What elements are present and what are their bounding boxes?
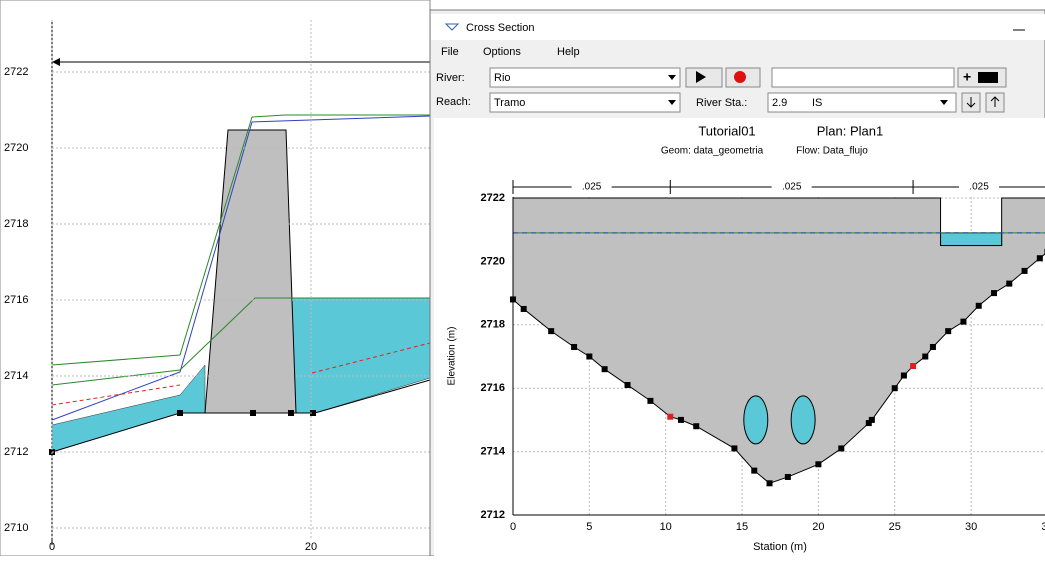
- reach-value: Tramo: [494, 97, 525, 109]
- ground-point: [865, 420, 872, 427]
- culvert: [790, 395, 816, 445]
- ground-point: [731, 445, 738, 452]
- ground-point: [900, 372, 907, 379]
- y-tick-label: 2716: [4, 294, 28, 306]
- plot-geom: Geom: data_geometria: [661, 146, 764, 157]
- y-tick-label: 2712: [481, 509, 505, 521]
- n-value: .025: [582, 182, 602, 193]
- x-tick-label: 0: [510, 521, 516, 533]
- y-tick-label: 2720: [4, 142, 28, 154]
- ground-point: [693, 423, 700, 430]
- n-label-bg: [571, 180, 612, 194]
- menu-help[interactable]: Help: [557, 46, 580, 58]
- x-tick-label: 15: [736, 521, 748, 533]
- x-tick-label: 20: [305, 541, 317, 553]
- ground-point: [1006, 280, 1013, 287]
- ground-point: [960, 318, 967, 325]
- menu-file[interactable]: File: [441, 46, 459, 58]
- menu-options[interactable]: Options: [483, 46, 521, 58]
- ground-point: [891, 385, 898, 392]
- n-label-bg: [771, 180, 812, 194]
- reach-dropdown[interactable]: [489, 92, 681, 113]
- ground-point: [922, 353, 929, 360]
- reach-label: Reach:: [436, 96, 471, 108]
- river-sta-value: 2.9: [772, 97, 787, 109]
- ground-point: [815, 461, 822, 468]
- y-tick-label: 2710: [4, 522, 28, 534]
- water: [940, 232, 1003, 247]
- x-tick-label: 25: [889, 521, 901, 533]
- ground-point: [624, 382, 631, 389]
- ground-point: [586, 353, 593, 360]
- ground-point: [945, 328, 952, 335]
- ground-point: [751, 467, 758, 474]
- x-tick-label: 5: [586, 521, 592, 533]
- ground-point: [838, 445, 845, 452]
- x-axis-label: Station (m): [753, 541, 807, 553]
- ground-point: [929, 343, 936, 350]
- ground-point: [910, 363, 917, 370]
- ground-point: [548, 328, 555, 335]
- plot-flow: Flow: Data_flujo: [796, 146, 868, 157]
- y-tick-label: 2720: [481, 255, 505, 267]
- river-sta-label: River Sta.:: [696, 97, 747, 109]
- y-tick-label: 2718: [4, 218, 28, 230]
- cross-section-plot: 2712 2714 2716 2718 2720 2722 0 5 10 15 20 25 30 35 .0…: [481, 180, 1045, 533]
- river-value: Rio: [494, 72, 511, 84]
- x-tick-label: 0: [49, 541, 55, 553]
- ground-point: [1036, 255, 1043, 262]
- x-tick-label: 35: [1041, 521, 1045, 533]
- x-tick-label: 20: [812, 521, 824, 533]
- x-tick-label: 30: [965, 521, 977, 533]
- status-field: [771, 67, 955, 88]
- ground-point: [571, 343, 578, 350]
- ground-point: [667, 413, 674, 420]
- river-label: River:: [436, 72, 465, 84]
- y-tick-label: 2716: [481, 382, 505, 394]
- river-sta-dropdown[interactable]: [767, 92, 957, 113]
- y-tick-label: 2722: [4, 66, 28, 78]
- culvert: [743, 395, 769, 445]
- y-tick-label: 2714: [481, 446, 506, 458]
- ground-point: [991, 290, 998, 297]
- ground-point: [677, 416, 684, 423]
- svg-text:+: +: [963, 69, 971, 85]
- y-tick-label: 2712: [4, 446, 28, 458]
- ground-point: [520, 305, 527, 312]
- n-value: .025: [782, 182, 802, 193]
- ground-point: [601, 366, 608, 373]
- ground-point: [1021, 267, 1028, 274]
- ground-point: [975, 302, 982, 309]
- profile-panel: 2722 2720 2718 2716 2714 2712 2710 0 20: [0, 0, 431, 557]
- x-tick-label: 10: [660, 521, 672, 533]
- y-tick-label: 2722: [481, 192, 505, 204]
- river-dropdown[interactable]: [489, 67, 681, 88]
- n-label-bg: [959, 180, 1000, 194]
- river-sta-type: IS: [812, 97, 822, 109]
- window-title: Cross Section: [466, 22, 534, 34]
- y-tick-label: 2714: [4, 370, 28, 382]
- plot-title: Tutorial01: [698, 123, 755, 138]
- plot-plan: Plan: Plan1: [817, 123, 884, 138]
- y-tick-label: 2718: [481, 319, 505, 331]
- ground-point: [784, 473, 791, 480]
- y-axis-label: Elevation (m): [447, 327, 458, 386]
- ground-point: [868, 416, 875, 423]
- n-value: .025: [969, 182, 989, 193]
- ground-point: [647, 397, 654, 404]
- ground-point: [766, 480, 773, 487]
